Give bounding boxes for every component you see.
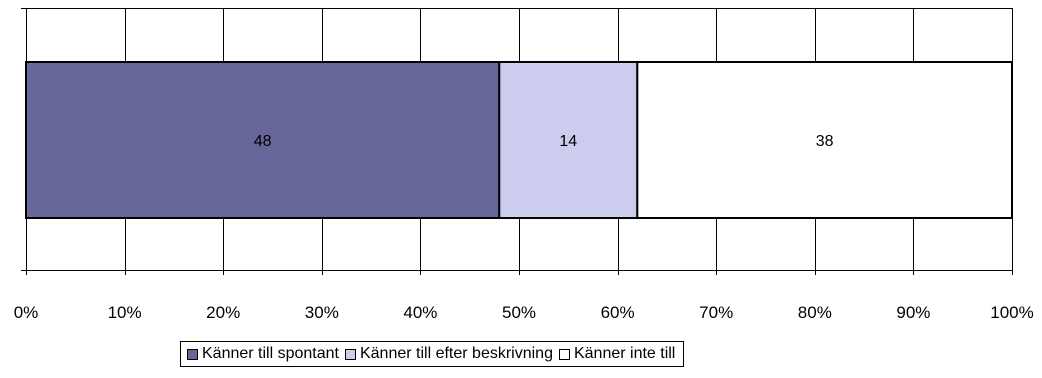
x-tick-label-10: 100% <box>990 303 1033 322</box>
legend-label-3: Känner inte till <box>573 345 676 362</box>
legend-label-1: Känner till spontant <box>202 345 339 362</box>
bar-segment-1 <box>25 61 501 219</box>
x-tick-label-7: 70% <box>699 303 733 322</box>
x-tick-label-2: 20% <box>206 303 240 322</box>
bar-segment-3 <box>636 61 1013 219</box>
x-tick-label-3: 30% <box>305 303 339 322</box>
legend-swatch-2 <box>344 348 356 360</box>
x-tick-label-5: 50% <box>502 303 536 322</box>
x-tick-label-1: 10% <box>108 303 142 322</box>
x-tick-label-0: 0% <box>14 303 39 322</box>
bar-segment-2 <box>498 61 639 219</box>
legend: Känner till spontant Känner till efter b… <box>180 341 685 367</box>
bar-segments: 48 14 38 <box>25 61 1013 219</box>
data-label-3: 38 <box>816 133 834 150</box>
legend-item-3: Känner inte till <box>558 345 676 363</box>
data-label-2: 14 <box>559 133 577 150</box>
legend-item-2: Känner till efter beskrivning <box>344 345 553 363</box>
x-tick-label-4: 40% <box>403 303 437 322</box>
legend-swatch-3 <box>558 348 570 360</box>
x-tick-label-8: 80% <box>798 303 832 322</box>
x-tick-labels: 0% 10% 20% 30% 40% 50% 60% 70% 80% 90% 100% <box>14 303 1034 322</box>
axes <box>21 8 1012 271</box>
x-tick-label-6: 60% <box>601 303 635 322</box>
legend-label-2: Känner till efter beskrivning <box>359 345 553 362</box>
legend-swatch-1 <box>187 348 198 360</box>
legend-item-1: Känner till spontant <box>187 345 339 363</box>
x-tick-label-9: 90% <box>896 303 930 322</box>
data-label-1: 48 <box>254 133 272 150</box>
